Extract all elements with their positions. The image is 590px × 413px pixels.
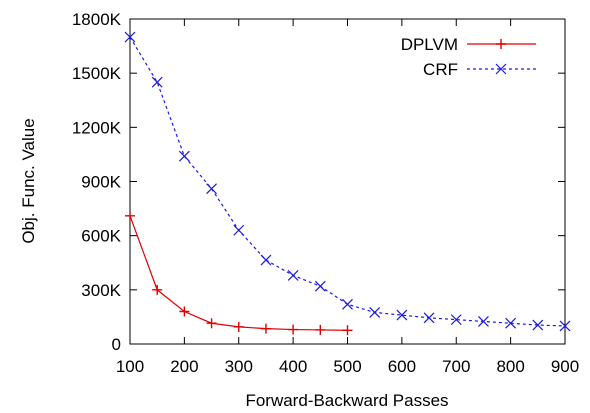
- data-point-crf: [124, 31, 136, 43]
- x-tick-label: 700: [442, 357, 470, 376]
- y-tick-label: 600K: [81, 227, 121, 246]
- data-point-crf: [206, 183, 217, 195]
- data-point-crf: [233, 224, 245, 236]
- y-tick-label: 1800K: [72, 10, 122, 29]
- plot-area: [124, 18, 571, 345]
- legend: DPLVM CRF: [401, 35, 536, 79]
- data-point-dplvm: [260, 323, 271, 334]
- x-tick-label: 900: [551, 357, 579, 376]
- data-point-dplvm: [342, 325, 353, 336]
- y-tick-label: 300K: [81, 281, 121, 300]
- data-point-crf: [287, 269, 299, 281]
- y-tick-labels: 0 300K 600K 900K 1200K 1500K 1800K: [72, 10, 122, 354]
- data-point-crf: [478, 316, 489, 327]
- data-point-dplvm: [233, 321, 244, 332]
- legend-label-crf: CRF: [423, 60, 458, 79]
- x-tick-label: 300: [225, 357, 253, 376]
- data-point-crf: [260, 254, 272, 266]
- x-tick-label: 800: [496, 357, 524, 376]
- data-point-dplvm: [315, 324, 326, 335]
- series-line-dplvm: [129, 215, 348, 331]
- data-point-crf: [369, 306, 381, 318]
- x-tick-label: 100: [116, 357, 144, 376]
- series-dplvm: [125, 210, 353, 336]
- legend-marker-dplvm: [496, 39, 506, 49]
- x-tick-label: 400: [279, 357, 307, 376]
- data-point-dplvm: [179, 306, 190, 317]
- data-point-dplvm: [125, 210, 135, 221]
- legend-marker-crf: [495, 63, 507, 75]
- series-layer: [124, 31, 571, 336]
- x-tick-label: 500: [333, 357, 361, 376]
- data-point-dplvm: [152, 284, 163, 295]
- x-tick-label: 200: [170, 357, 198, 376]
- y-axis-label: Obj. Func. Value: [19, 118, 38, 243]
- y-tick-label: 900K: [81, 173, 121, 192]
- data-point-crf: [450, 314, 462, 326]
- legend-label-dplvm: DPLVM: [401, 35, 458, 54]
- x-tick-label: 600: [388, 357, 416, 376]
- y-tick-label: 1200K: [72, 118, 122, 137]
- x-tick-labels: 100 200 300 400 500 600 700 800 900: [116, 357, 579, 376]
- data-point-crf: [559, 320, 571, 332]
- axis-ticks: [129, 18, 566, 345]
- data-point-crf: [342, 298, 353, 310]
- data-point-crf: [532, 319, 544, 331]
- y-tick-label: 0: [112, 335, 121, 354]
- data-point-crf: [151, 76, 163, 88]
- data-point-crf: [314, 280, 326, 292]
- series-crf: [124, 31, 571, 332]
- data-point-crf: [396, 309, 408, 321]
- x-axis-label: Forward-Backward Passes: [245, 391, 448, 410]
- data-point-crf: [505, 317, 517, 329]
- data-point-dplvm: [288, 324, 299, 335]
- y-tick-label: 1500K: [72, 64, 122, 83]
- data-point-crf: [423, 312, 435, 324]
- data-point-dplvm: [206, 318, 217, 329]
- series-line-crf: [129, 36, 566, 327]
- data-point-crf: [178, 150, 190, 162]
